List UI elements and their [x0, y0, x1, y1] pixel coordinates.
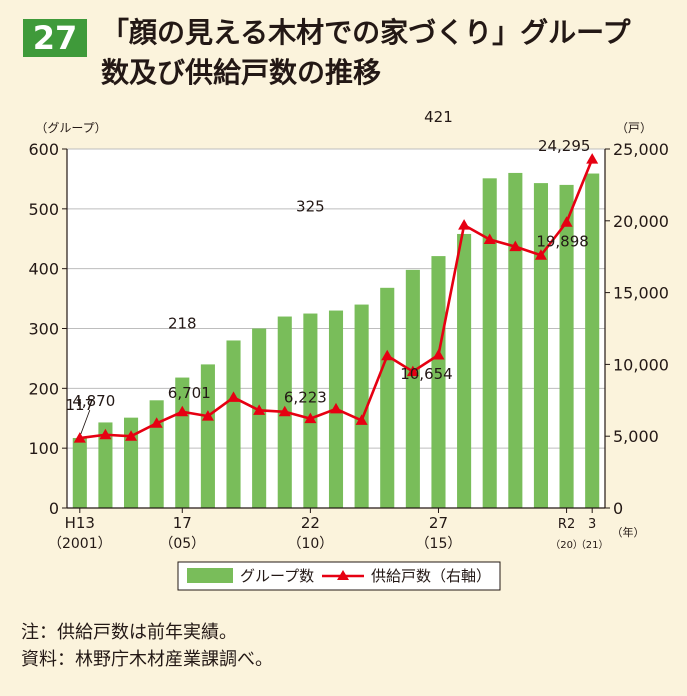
line-point — [586, 153, 599, 164]
line-value-label: 6,223 — [284, 389, 327, 407]
x-tick-sublabel: （2001） — [48, 536, 112, 552]
x-tick-sublabel: （15） — [416, 536, 462, 552]
line-point — [432, 349, 445, 360]
bar — [431, 256, 446, 508]
right-tick-label: 0 — [613, 499, 623, 518]
right-tick-label: 15,000 — [613, 284, 669, 303]
bar — [533, 183, 548, 509]
figure-title: 「顔の見える木材での家づくり」グループ 数及び供給戸数の推移 — [101, 13, 681, 93]
line-point — [509, 240, 522, 252]
line-point — [534, 249, 547, 260]
line-point — [560, 216, 573, 227]
bar-value-label: 117 — [65, 396, 94, 414]
bar — [405, 269, 420, 508]
line-point — [355, 414, 368, 425]
line-point — [73, 432, 86, 443]
x-tick-label: R2 — [558, 517, 575, 532]
x-tick-sublabel: （05） — [159, 536, 205, 552]
x-tick-label: 27 — [429, 514, 448, 532]
x-tick-label: 3 — [588, 517, 596, 532]
source-note: 資料：林野庁木材産業課調べ。 — [21, 649, 273, 670]
x-tick-label: 17 — [173, 514, 192, 532]
bar — [508, 172, 523, 508]
left-axis-unit: （グループ） — [35, 121, 106, 135]
line-point — [176, 405, 189, 417]
left-tick-label: 300 — [28, 320, 59, 339]
left-tick-label: 100 — [28, 439, 59, 458]
bar — [585, 173, 600, 508]
line-value-label: 10,654 — [400, 365, 453, 383]
x-tick-label: 22 — [301, 514, 320, 532]
bar — [72, 437, 87, 508]
right-tick-label: 20,000 — [613, 212, 669, 231]
bar — [252, 328, 267, 508]
bar — [482, 178, 497, 508]
bar-value-label: 421 — [424, 108, 453, 126]
bar-value-label: 218 — [168, 315, 197, 333]
line-point — [201, 410, 214, 421]
line-point — [150, 417, 163, 428]
line-value-label: 19,898 — [536, 232, 589, 250]
x-tick-sublabel: （20） — [550, 539, 583, 551]
left-tick-label: 400 — [28, 260, 59, 279]
x-tick-sublabel: （10） — [287, 536, 333, 552]
legend-line-label: 供給戸数（右軸） — [371, 567, 491, 585]
x-tick-label: H13 — [65, 514, 95, 532]
bar — [98, 422, 113, 508]
line-point — [330, 402, 342, 414]
left-tick-label: 0 — [49, 499, 59, 518]
line-value-label: 6,701 — [168, 384, 211, 402]
bar — [149, 400, 164, 508]
right-tick-label: 5,000 — [613, 427, 659, 446]
figure-title-line2: 数及び供給戸数の推移 — [101, 56, 382, 89]
line-point — [99, 428, 112, 440]
bar — [303, 313, 318, 508]
line-value-label: 24,295 — [538, 137, 591, 155]
figure-number-badge: 27 — [23, 19, 87, 57]
bar — [175, 377, 190, 508]
x-axis-unit: （年） — [612, 525, 645, 539]
footnote: 注：供給戸数は前年実績。 — [21, 622, 237, 643]
legend-bar-label: グループ数 — [240, 567, 314, 585]
line-point — [227, 391, 240, 402]
bar — [380, 287, 395, 508]
right-tick-label: 10,000 — [613, 355, 669, 374]
line-point — [381, 349, 394, 361]
bar — [226, 340, 241, 508]
figure-title-line1: 「顔の見える木材での家づくり」グループ — [101, 16, 631, 49]
x-tick-sublabel: （21） — [576, 539, 609, 551]
right-axis-unit: （戸） — [616, 121, 652, 135]
line-point — [406, 365, 419, 377]
line-point — [125, 430, 138, 441]
bar — [559, 184, 574, 508]
legend-line-marker — [337, 570, 349, 580]
line-point — [483, 233, 496, 244]
right-tick-label: 25,000 — [613, 140, 669, 159]
line-point — [458, 219, 471, 230]
left-tick-label: 500 — [28, 200, 59, 219]
label-leader-line — [80, 409, 91, 435]
line-value-label: 4,870 — [72, 392, 115, 410]
bar — [200, 364, 215, 508]
bar-value-label: 325 — [296, 198, 325, 216]
line-point — [253, 404, 266, 415]
bar — [354, 304, 369, 508]
line-point — [278, 405, 291, 417]
line-point — [304, 412, 317, 424]
left-tick-label: 200 — [28, 379, 59, 398]
legend-bar-swatch — [187, 568, 233, 583]
bar — [457, 233, 472, 509]
left-tick-label: 600 — [28, 140, 59, 159]
